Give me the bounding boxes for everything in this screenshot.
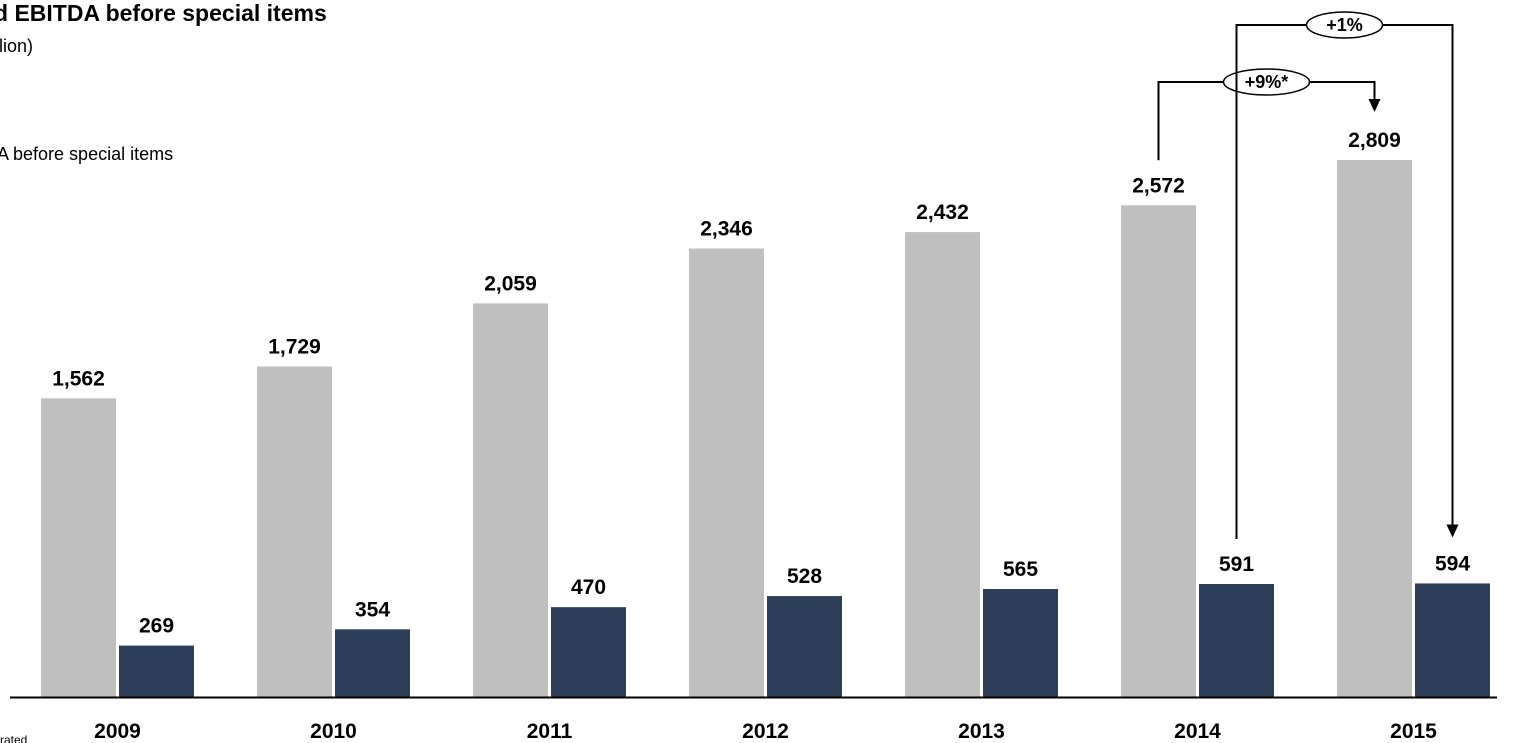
category-label-2009: 2009 [94, 720, 141, 743]
category-label-2011: 2011 [527, 720, 573, 743]
value-label-2015-series-1: 2,809 [1348, 129, 1401, 152]
bar-2009-series-1 [41, 398, 116, 697]
value-label-2013-series-1: 2,432 [916, 201, 969, 224]
growth-arrowhead-2 [1446, 524, 1459, 538]
value-label-2011-series-1: 2,059 [484, 272, 537, 295]
bar-2015-series-2 [1415, 583, 1490, 697]
bar-2013-series-1 [905, 232, 980, 698]
series-label: A before special items [0, 144, 174, 164]
value-label-2012-series-2: 528 [787, 565, 822, 588]
chart-title: d EBITDA before special items [0, 0, 327, 26]
chart-subtitle: lion) [0, 36, 34, 56]
footnote: rated [0, 733, 28, 743]
value-label-2015-series-2: 594 [1435, 552, 1470, 575]
value-label-2013-series-2: 565 [1003, 558, 1038, 581]
bar-2013-series-2 [983, 588, 1058, 697]
growth-badge-1 [1222, 68, 1311, 96]
category-label-2012: 2012 [742, 720, 789, 743]
bar-2014-series-2 [1199, 584, 1274, 697]
value-label-2014-series-1: 2,572 [1132, 174, 1185, 197]
value-label-2011-series-2: 470 [571, 576, 606, 599]
value-label-2014-series-2: 591 [1219, 553, 1254, 576]
value-label-2009-series-2: 269 [139, 615, 174, 638]
growth-label-2: +1% [1326, 15, 1363, 35]
bar-2010-series-1 [257, 366, 332, 697]
value-label-2010-series-1: 1,729 [268, 335, 321, 358]
bar-2015-series-1 [1337, 160, 1412, 697]
category-label-2015: 2015 [1390, 720, 1437, 743]
growth-label-1: +9%* [1245, 72, 1289, 92]
bar-2011-series-2 [551, 607, 626, 697]
bar-2011-series-1 [473, 303, 548, 697]
value-label-2010-series-2: 354 [355, 598, 390, 621]
bar-2012-series-1 [689, 248, 764, 698]
bar-2009-series-2 [119, 645, 194, 697]
category-label-2010: 2010 [310, 720, 357, 743]
bar-2010-series-2 [335, 629, 410, 697]
growth-badge-2 [1305, 11, 1384, 39]
value-label-2009-series-1: 1,562 [52, 367, 105, 390]
bar-2014-series-1 [1121, 205, 1196, 697]
category-label-2014: 2014 [1174, 720, 1221, 743]
bar-2012-series-2 [767, 596, 842, 697]
growth-arrowhead-1 [1368, 99, 1381, 112]
value-label-2012-series-1: 2,346 [700, 218, 753, 241]
category-label-2013: 2013 [958, 720, 1005, 743]
